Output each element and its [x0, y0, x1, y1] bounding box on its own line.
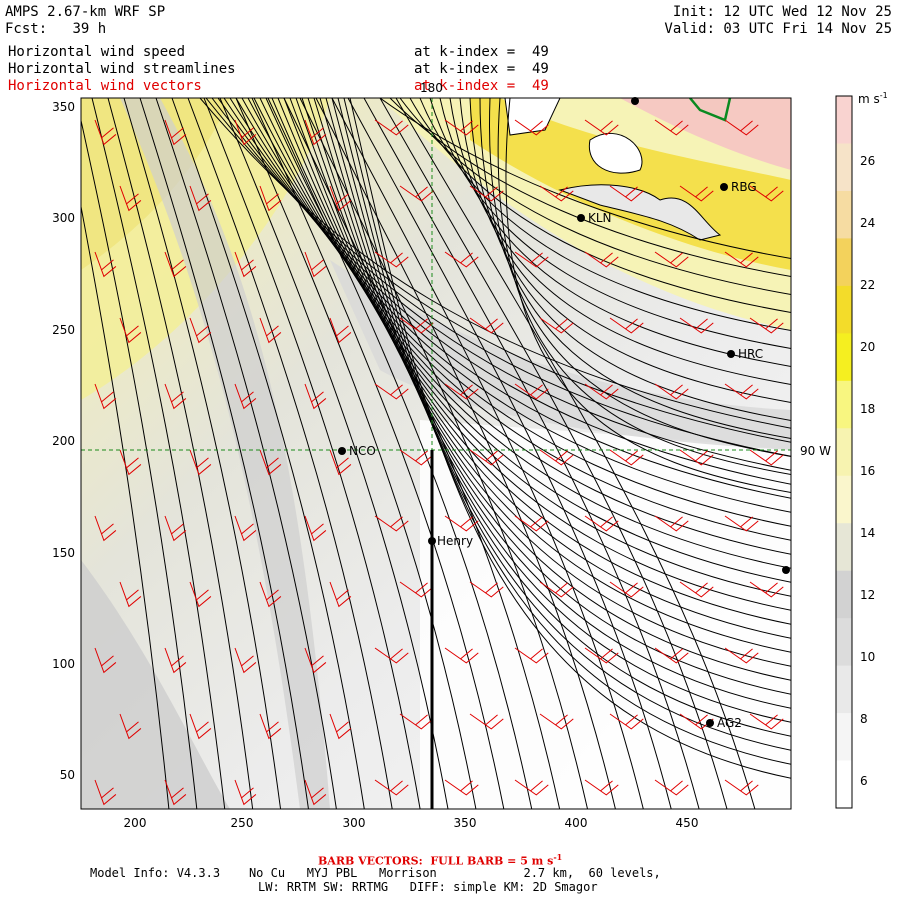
station-kln-label: KLN: [588, 211, 612, 225]
physics-info: LW: RRTM SW: RRTMG DIFF: simple KM: 2D S…: [258, 881, 598, 894]
colorbar-swatch: [836, 618, 852, 666]
y-tick-200: 200: [52, 434, 75, 448]
colorbar-swatch: [836, 571, 852, 619]
parallel-label: 90 W: [800, 444, 831, 458]
colorbar-label-10: 10: [860, 650, 875, 664]
y-tick-350: 350: [52, 100, 75, 114]
y-axis: 350 300 250 200 150 100 50: [52, 100, 75, 782]
colorbar-label-16: 16: [860, 464, 875, 478]
station-henry-label: Henry: [437, 534, 473, 548]
station-kln-marker: [577, 214, 585, 222]
station-nco-marker: [338, 447, 346, 455]
station-rbg-label: RBG: [731, 180, 757, 194]
colorbar-swatch: [836, 713, 852, 761]
colorbar-swatch: [836, 286, 852, 334]
colorbar-label-26: 26: [860, 154, 875, 168]
colorbar-label-22: 22: [860, 278, 875, 292]
station-hrc-label: HRC: [738, 347, 763, 361]
colorbar-label-8: 8: [860, 712, 868, 726]
colorbar-swatch: [836, 143, 852, 191]
model-info: Model Info: V4.3.3 No Cu MYJ PBL Morriso…: [90, 867, 661, 880]
wind-speed-field: [60, 98, 800, 820]
colorbar-swatch: [836, 761, 852, 809]
station-edge-marker: [782, 566, 790, 574]
colorbar-label-12: 12: [860, 588, 875, 602]
colorbar-swatch: [836, 476, 852, 524]
station-henry-marker: [428, 537, 436, 545]
station-hrc-marker: [727, 350, 735, 358]
x-tick-450: 450: [676, 816, 699, 830]
station-ag2-marker: [706, 719, 714, 727]
station-top-marker: [631, 97, 639, 105]
station-nco-label: NCO: [349, 444, 376, 458]
colorbar-label-24: 24: [860, 216, 875, 230]
x-tick-400: 400: [565, 816, 588, 830]
colorbar-label-20: 20: [860, 340, 875, 354]
y-tick-250: 250: [52, 323, 75, 337]
y-tick-100: 100: [52, 657, 75, 671]
colorbar-swatch: [836, 191, 852, 239]
x-tick-200: 200: [124, 816, 147, 830]
colorbar-swatch: [836, 96, 852, 144]
colorbar-swatch: [836, 428, 852, 476]
x-tick-250: 250: [231, 816, 254, 830]
colorbar-swatch: [836, 333, 852, 381]
station-ag2-label: AG2: [717, 716, 742, 730]
colorbar-labels: 26 24 22 20 18 16 14 12 10 8 6: [860, 154, 875, 788]
colorbar-label-18: 18: [860, 402, 875, 416]
colorbar-swatch: [836, 666, 852, 714]
colorbar-label-6: 6: [860, 774, 868, 788]
y-tick-50: 50: [60, 768, 75, 782]
colorbar-swatch: [836, 238, 852, 286]
station-rbg-marker: [720, 183, 728, 191]
colorbar: [836, 96, 852, 809]
colorbar-swatch: [836, 523, 852, 571]
colorbar-swatch: [836, 381, 852, 429]
y-tick-150: 150: [52, 546, 75, 560]
colorbar-label-14: 14: [860, 526, 875, 540]
y-tick-300: 300: [52, 211, 75, 225]
meridian-label: 180: [420, 81, 443, 95]
colorbar-unit: m s-1: [858, 91, 888, 106]
x-axis: 200 250 300 350 400 450: [124, 816, 699, 830]
x-tick-300: 300: [343, 816, 366, 830]
x-tick-350: 350: [454, 816, 477, 830]
